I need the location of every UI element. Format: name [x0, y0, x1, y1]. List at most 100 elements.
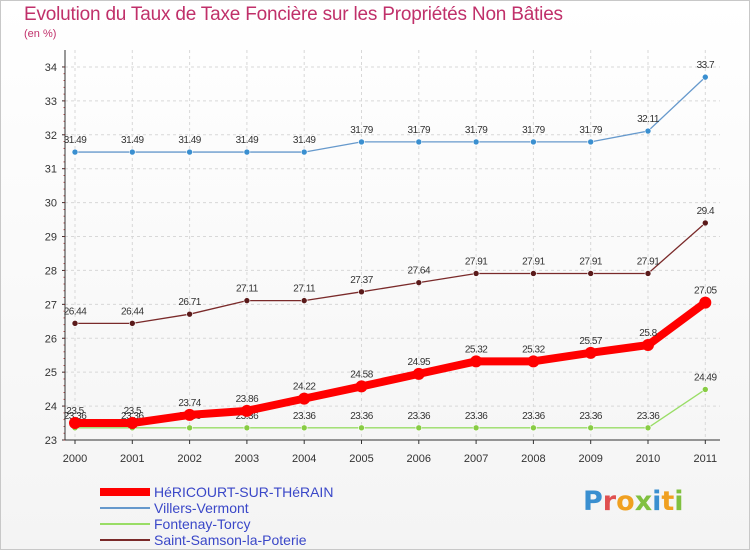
x-tick-label: 2011: [693, 453, 717, 465]
data-label: 27.91: [579, 256, 602, 267]
data-point: [415, 279, 423, 286]
data-point: [183, 408, 196, 421]
y-tick-label: 32: [45, 130, 57, 142]
data-point: [358, 288, 365, 296]
data-label: 31.49: [236, 135, 259, 146]
data-point: [300, 297, 308, 304]
data-point: [358, 138, 365, 146]
legend-item: Saint-Samson-la-Poterie: [100, 532, 333, 548]
chart-title: Evolution du Taux de Taxe Foncière sur l…: [24, 4, 563, 25]
data-label: 27.91: [522, 256, 545, 267]
data-point: [701, 73, 709, 81]
legend-label: HéRICOURT-SUR-THéRAIN: [154, 484, 334, 500]
data-label: 31.79: [579, 125, 602, 136]
data-point: [530, 270, 537, 277]
x-tick-label: 2001: [120, 453, 144, 465]
data-label: 23.36: [465, 411, 488, 422]
data-label: 31.79: [350, 125, 373, 136]
data-point: [412, 367, 425, 380]
series-line: [74, 76, 706, 153]
data-label: 25.32: [522, 344, 545, 355]
data-point: [527, 355, 540, 368]
data-point: [358, 424, 365, 432]
data-label: 23.36: [121, 411, 144, 422]
data-point: [69, 417, 81, 430]
data-point: [186, 424, 193, 432]
y-tick-label: 30: [45, 198, 57, 210]
data-label: 23.36: [64, 411, 87, 422]
data-label: 27.11: [293, 284, 316, 295]
data-point: [243, 297, 251, 304]
data-label: 31.79: [408, 125, 431, 136]
chart-unit: (en %): [24, 28, 57, 40]
data-point: [415, 138, 423, 146]
x-tick-label: 2009: [578, 453, 602, 465]
data-label: 27.91: [465, 256, 488, 267]
logo-letter: r: [602, 486, 617, 517]
data-label: 23.36: [637, 411, 660, 422]
data-label: 23.86: [236, 394, 259, 405]
data-label: 31.49: [293, 135, 316, 146]
data-point: [644, 270, 652, 277]
x-tick-label: 2000: [63, 453, 87, 465]
x-tick-label: 2003: [235, 453, 259, 465]
y-tick-label: 33: [45, 96, 57, 108]
data-label: 26.44: [64, 306, 87, 317]
data-label: 23.36: [408, 411, 431, 422]
data-label: 27.05: [694, 286, 717, 297]
data-point: [300, 424, 308, 432]
data-point: [530, 424, 537, 432]
data-point: [587, 138, 595, 146]
data-point: [129, 320, 136, 327]
legend-item: Fontenay-Torcy: [100, 516, 333, 532]
data-label: 31.79: [522, 125, 545, 136]
series-line: [74, 222, 706, 324]
data-label: 27.64: [408, 266, 431, 277]
data-label: 31.49: [64, 135, 87, 146]
y-tick-label: 25: [45, 367, 57, 379]
y-tick-label: 27: [45, 299, 57, 311]
data-label: 25.8: [639, 328, 657, 339]
data-point: [472, 424, 480, 432]
data-label: 32.11: [637, 114, 660, 125]
data-label: 24.95: [408, 357, 431, 368]
data-point: [530, 138, 537, 146]
data-point: [300, 148, 308, 156]
line-chart: 23 24 25 26 27 28 29 30 31 32 33 34 2000 2001 2002 2003…: [45, 50, 720, 465]
legend-item: Villers-Vermont: [100, 500, 333, 516]
data-point: [644, 424, 652, 432]
series-line: [71, 298, 710, 428]
proxiti-logo: Proxiti: [583, 486, 684, 517]
data-point: [642, 339, 654, 352]
data-label: 31.49: [178, 135, 201, 146]
data-point: [355, 380, 368, 393]
legend-label: Villers-Vermont: [154, 500, 249, 516]
data-label: 25.32: [465, 344, 488, 355]
data-point: [71, 148, 79, 156]
legend-swatch: [100, 523, 150, 525]
data-point: [71, 320, 79, 327]
data-point: [701, 386, 709, 393]
legend-swatch: [100, 539, 150, 541]
legend-item: HéRICOURT-SUR-THéRAIN: [100, 484, 333, 500]
data-point: [129, 148, 136, 156]
data-point: [587, 424, 595, 432]
chart-legend: HéRICOURT-SUR-THéRAIN Villers-Vermont Font…: [100, 484, 333, 548]
logo-letter: i: [674, 486, 684, 517]
x-tick-label: 2007: [464, 453, 488, 465]
data-label: 23.74: [178, 398, 201, 409]
data-label: 27.91: [637, 256, 660, 267]
x-tick-label: 2002: [177, 453, 201, 465]
data-label: 23.5: [124, 406, 142, 417]
logo-letter: P: [583, 486, 603, 517]
data-label: 24.49: [694, 372, 717, 383]
data-label: 25.57: [579, 336, 602, 347]
data-point: [126, 417, 139, 430]
data-point: [243, 424, 251, 432]
data-label: 31.49: [121, 135, 144, 146]
y-tick-label: 28: [45, 265, 57, 277]
data-point: [472, 270, 480, 277]
x-tick-label: 2010: [636, 453, 660, 465]
y-tick-label: 29: [45, 232, 57, 244]
logo-letter: o: [616, 486, 635, 517]
